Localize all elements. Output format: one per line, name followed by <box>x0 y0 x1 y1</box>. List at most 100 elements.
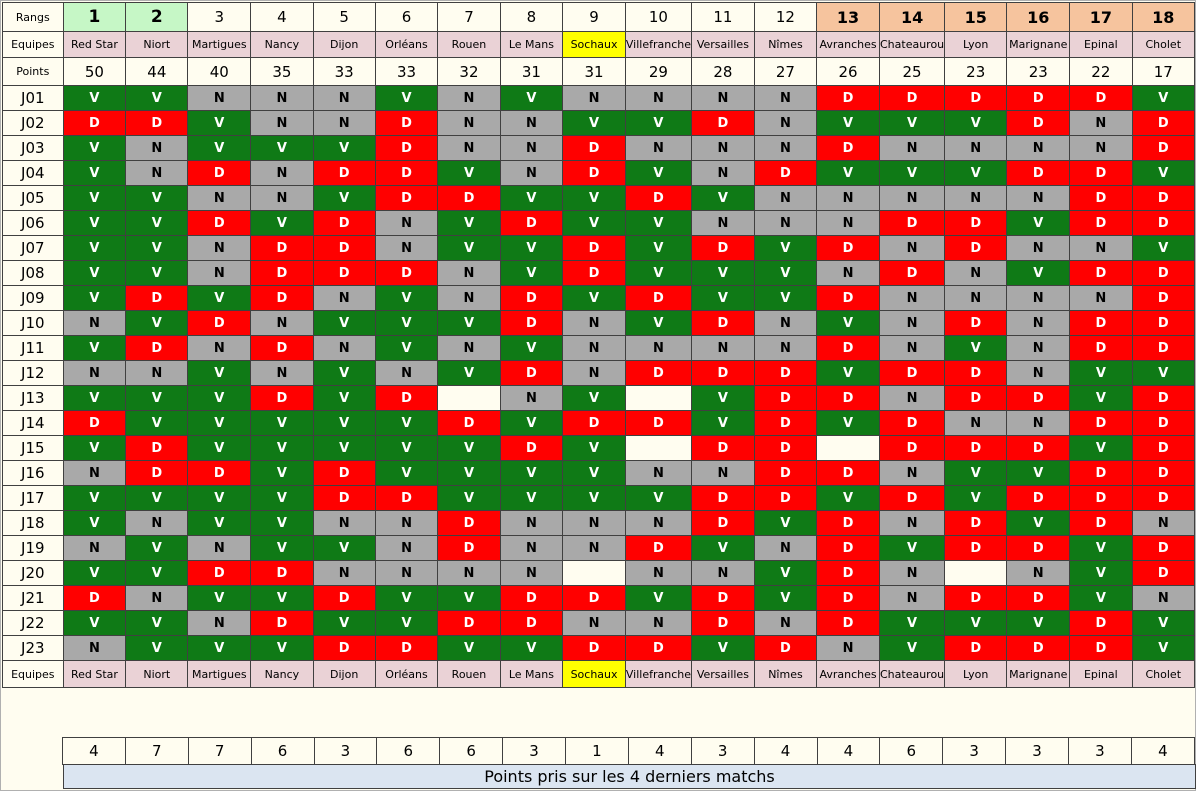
result-cell: D <box>562 410 626 436</box>
result-cell: D <box>816 585 880 611</box>
result-cell: N <box>691 460 755 486</box>
result-cell: D <box>499 610 564 636</box>
result-cell: V <box>125 235 189 261</box>
result-cell: N <box>1131 510 1196 536</box>
matchday-label: J01 <box>2 85 64 111</box>
rank-cell: 5 <box>312 2 376 32</box>
result-cell: V <box>250 460 314 486</box>
result-cell: V <box>753 585 818 611</box>
result-cell: V <box>374 335 439 361</box>
result-cell: D <box>816 285 880 311</box>
result-cell: D <box>1006 485 1071 511</box>
result-cell: D <box>374 160 439 186</box>
result-cell: V <box>62 185 127 211</box>
result-cell: D <box>1069 510 1133 536</box>
result-cell: N <box>624 135 693 161</box>
team-name-cell: Chateaurou <box>878 660 946 688</box>
result-cell: V <box>312 310 376 336</box>
result-cell: V <box>125 260 189 286</box>
rank-cell: 10 <box>624 2 693 32</box>
result-cell: N <box>691 160 755 186</box>
team-name-cell: Niort <box>125 660 189 688</box>
result-cell: D <box>944 585 1008 611</box>
result-cell: V <box>1131 635 1196 661</box>
result-cell: D <box>499 435 564 461</box>
result-cell: N <box>1006 335 1071 361</box>
team-name-cell: Sochaux <box>562 660 626 688</box>
result-cell: N <box>691 85 755 111</box>
points-cell: 33 <box>312 57 376 86</box>
team-name-cell: Sochaux <box>562 31 626 58</box>
points-cell: 23 <box>944 57 1008 86</box>
result-cell: N <box>691 135 755 161</box>
team-name-cell: Nancy <box>250 31 314 58</box>
result-cell: V <box>312 185 376 211</box>
result-cell: D <box>944 435 1008 461</box>
team-name-cell: Versailles <box>691 31 755 58</box>
result-cell: V <box>499 185 564 211</box>
result-cell: V <box>753 560 818 586</box>
recent-points-cell: 6 <box>879 737 944 765</box>
result-cell: V <box>816 485 880 511</box>
result-cell: D <box>125 435 189 461</box>
result-cell: N <box>499 385 564 411</box>
result-cell: D <box>62 110 127 136</box>
result-cell: D <box>374 185 439 211</box>
result-cell: V <box>125 635 189 661</box>
result-cell: V <box>437 360 501 386</box>
result-cell: N <box>1006 560 1071 586</box>
result-cell: N <box>187 260 252 286</box>
result-cell: V <box>374 610 439 636</box>
points-cell: 32 <box>437 57 501 86</box>
result-cell: D <box>624 285 693 311</box>
recent-points-cell: 6 <box>439 737 504 765</box>
result-cell: V <box>562 110 626 136</box>
result-cell: V <box>624 585 693 611</box>
result-cell: N <box>250 110 314 136</box>
result-cell: D <box>1131 535 1196 561</box>
points-cell: 35 <box>250 57 314 86</box>
ranks-row: Rangs 1 2 3 4 5 6 7 8 9 10 11 12 13 14 15 16 17 18 <box>2 2 1196 32</box>
result-cell: D <box>1069 310 1133 336</box>
result-cell: N <box>1006 360 1071 386</box>
matchday-label: J13 <box>2 385 64 411</box>
result-cell: D <box>753 460 818 486</box>
matchday-row: J19 N V N V V N D N N D V N D V D D V D <box>2 535 1196 561</box>
matchday-row: J05 V V N N V D D V V D V N N N N N D D <box>2 185 1196 211</box>
result-cell: D <box>250 235 314 261</box>
rank-cell: 3 <box>187 2 252 32</box>
result-cell: N <box>816 635 880 661</box>
result-cell <box>816 435 880 461</box>
result-cell: N <box>691 560 755 586</box>
result-cell: D <box>125 110 189 136</box>
result-cell: N <box>499 560 564 586</box>
rank-cell: 2 <box>125 2 189 32</box>
recent-points-cell: 7 <box>124 737 189 765</box>
result-cell: N <box>816 185 880 211</box>
recent-points-cell: 6 <box>376 737 441 765</box>
teams-label: Equipes <box>2 31 64 58</box>
result-cell: D <box>250 385 314 411</box>
result-cell: V <box>312 610 376 636</box>
rank-cell: 8 <box>499 2 564 32</box>
result-cell: D <box>125 335 189 361</box>
result-cell <box>624 385 693 411</box>
recent-points-cell: 4 <box>627 737 692 765</box>
result-cell: V <box>187 435 252 461</box>
result-cell: D <box>374 485 439 511</box>
result-cell: N <box>374 210 439 236</box>
rank-cell: 6 <box>374 2 439 32</box>
rank-cell: 12 <box>753 2 818 32</box>
result-cell: V <box>1131 235 1196 261</box>
result-cell: V <box>250 485 314 511</box>
matchday-row: J10 N V D N V V V D N V D N V N D N D D <box>2 310 1196 336</box>
result-cell: D <box>1131 210 1196 236</box>
result-cell: D <box>437 610 501 636</box>
matchday-row: J02 D D V N N D N N V V D N V V V D N D <box>2 110 1196 136</box>
result-cell: N <box>691 335 755 361</box>
matchday-row: J09 V D V D N V N D V D V V D N N N N D <box>2 285 1196 311</box>
result-cell: N <box>878 335 946 361</box>
result-cell: D <box>1069 210 1133 236</box>
result-cell: V <box>187 135 252 161</box>
